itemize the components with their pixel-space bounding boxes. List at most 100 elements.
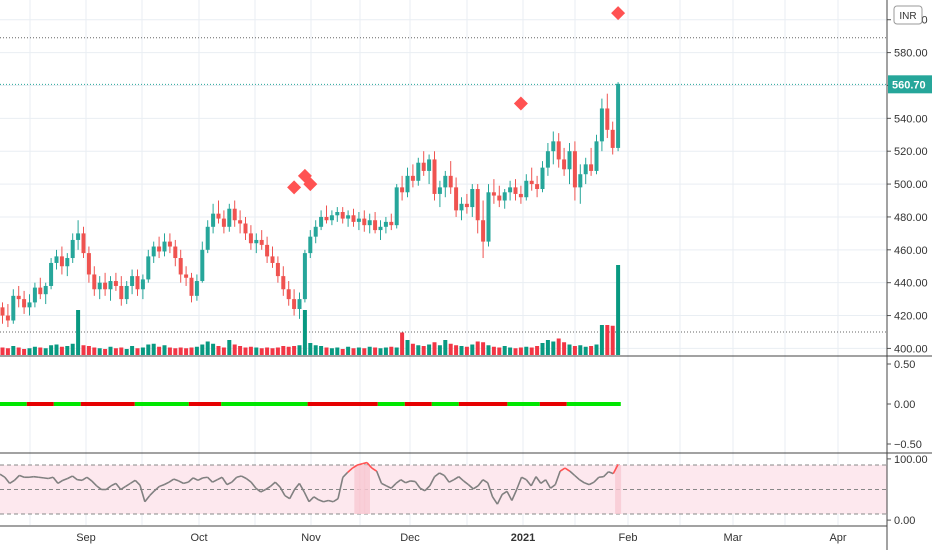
rsi-segment <box>178 480 184 485</box>
candle-body <box>475 189 480 221</box>
rsi-segment <box>139 484 146 502</box>
price-tick-label: 480.00 <box>894 212 928 224</box>
volume-bar <box>551 341 556 355</box>
rsi-segment <box>212 478 218 483</box>
volume-bar <box>405 340 410 355</box>
candle-body <box>464 203 469 208</box>
rsi-segment <box>192 477 199 482</box>
volume-bar <box>297 345 302 355</box>
rsi-segment <box>236 475 242 479</box>
volume-bar <box>49 345 54 355</box>
candle-body <box>481 220 486 242</box>
candle-body <box>518 193 523 198</box>
candle-body <box>443 175 448 188</box>
volume-bar <box>216 346 221 355</box>
rsi-segment <box>231 476 238 483</box>
rsi-segment <box>352 464 358 469</box>
x-tick-label: Sep <box>76 532 96 544</box>
volume-bar <box>275 347 280 355</box>
rsi-segment <box>347 467 354 473</box>
volume-bar <box>221 347 226 355</box>
rsi-segment <box>33 475 39 479</box>
rsi-segment <box>579 479 585 484</box>
volume-bars <box>0 265 621 355</box>
volume-bar <box>443 340 448 355</box>
candle-body <box>329 215 334 221</box>
candle-body <box>130 276 135 286</box>
volume-bar <box>302 310 307 355</box>
candle-body <box>281 276 286 290</box>
price-tick-label: 500.00 <box>894 179 928 191</box>
rsi-segment <box>482 479 489 484</box>
candle-body <box>135 276 140 290</box>
volume-bar <box>189 347 194 355</box>
volume-bar <box>562 342 567 355</box>
candle-body <box>265 244 270 257</box>
volume-bar <box>281 346 286 355</box>
candle-body <box>178 258 183 275</box>
candle-body <box>610 129 615 148</box>
rsi-segment <box>400 479 407 484</box>
candle-body <box>270 256 275 263</box>
candle-body <box>146 256 151 280</box>
rsi-segment <box>289 489 296 500</box>
candle-body <box>76 233 81 240</box>
rsi-segment <box>612 464 619 474</box>
oscillator-tick-label: 0.50 <box>894 359 915 371</box>
rsi-segment <box>569 470 576 477</box>
rsi-segment <box>207 476 214 483</box>
volume-bar <box>5 348 10 355</box>
rsi-segment <box>129 479 136 485</box>
candle-body <box>81 233 86 254</box>
rsi-segment <box>323 499 329 503</box>
candle-body <box>151 246 156 257</box>
rsi-segment <box>57 479 64 485</box>
candle-body <box>367 220 372 226</box>
candle-body <box>194 281 199 296</box>
candle-body <box>551 141 556 152</box>
candle-body <box>470 189 475 208</box>
candle-body <box>248 233 253 244</box>
rsi-segment <box>361 461 368 465</box>
currency-badge[interactable]: INR <box>893 5 923 25</box>
rsi-segment <box>43 477 49 480</box>
candle-body <box>491 192 496 196</box>
candle-body <box>335 212 340 216</box>
volume-bar <box>151 343 156 355</box>
candle-body <box>157 246 162 252</box>
rsi-segment <box>293 482 301 490</box>
volume-bar <box>292 346 297 355</box>
candle-body <box>221 218 226 227</box>
x-tick-label: Nov <box>301 532 321 544</box>
rsi-segment <box>202 476 208 479</box>
candle-body <box>292 299 297 309</box>
volume-bar <box>43 348 48 355</box>
candle-body <box>205 226 210 250</box>
volume-bar <box>459 346 464 355</box>
volume-bar <box>481 342 486 355</box>
volume-bar <box>135 348 140 355</box>
rsi-segment <box>48 476 54 480</box>
rsi-segment <box>424 485 431 492</box>
rsi-segment <box>149 490 156 497</box>
rsi-segment <box>86 476 93 482</box>
rsi-segment <box>284 494 291 500</box>
volume-bar <box>178 347 183 355</box>
rsi-segment <box>269 481 276 488</box>
rsi-segment <box>274 481 281 488</box>
rsi-segment <box>318 499 324 503</box>
signal-marker <box>611 6 626 21</box>
candle-body <box>383 221 388 227</box>
candle-body <box>216 213 221 219</box>
rsi-segment <box>588 481 595 486</box>
candle-body <box>605 108 610 130</box>
volume-bar <box>470 344 475 355</box>
candle-body <box>589 164 594 171</box>
volume-bar <box>119 347 124 355</box>
price-tick-label: 520.00 <box>894 146 928 158</box>
candle-body <box>119 285 124 300</box>
currency-badge-box[interactable] <box>893 5 923 25</box>
candle-body <box>227 208 232 227</box>
volume-bar <box>540 343 545 355</box>
